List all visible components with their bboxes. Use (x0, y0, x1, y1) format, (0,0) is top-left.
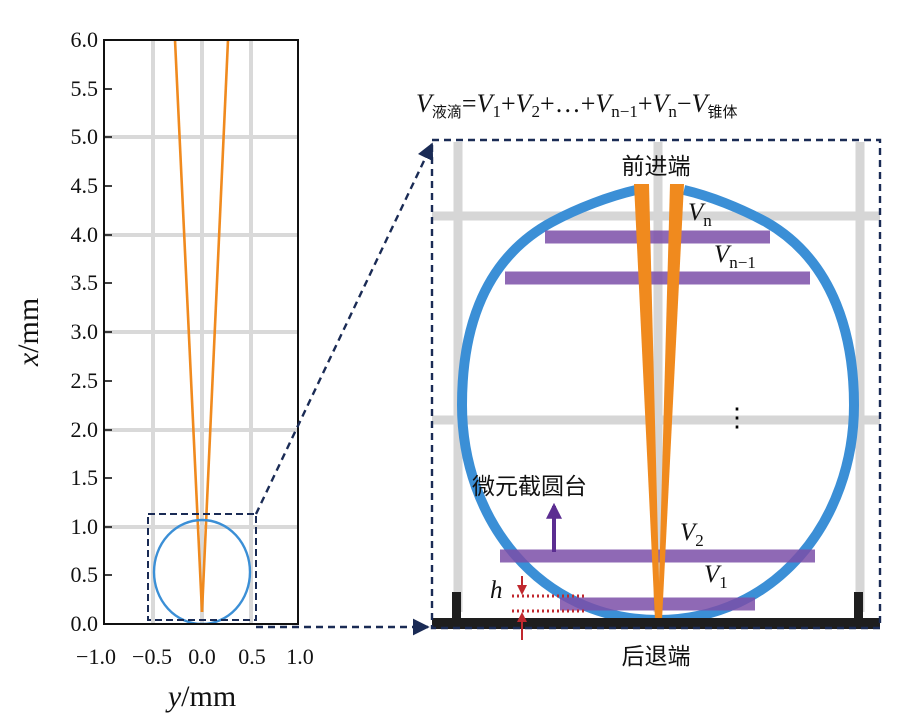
y-tick-label: 1.5 (71, 465, 99, 490)
plot-gridlines (104, 40, 298, 624)
x-tick-label: 0.0 (188, 644, 216, 669)
x-tick-label: 0.5 (238, 644, 266, 669)
zoom-region-box (147, 513, 257, 621)
y-tick-labels: 0.0 0.5 1.0 1.5 2.0 2.5 3.0 3.5 4.0 4.5 … (71, 27, 99, 636)
y-tick-label: 6.0 (71, 27, 99, 52)
detail-gridlines (432, 142, 880, 612)
slice-label: 微元截圆台 (472, 474, 587, 500)
y-tick-label: 5.0 (71, 124, 99, 149)
droplet-profile (152, 518, 252, 624)
y-tick-label: 0.0 (71, 611, 99, 636)
y-tick-label: 5.5 (71, 76, 99, 101)
h-label: h (490, 577, 503, 604)
slice-indicator: 微元截圆台 (472, 474, 587, 552)
y-tick-label: 0.5 (71, 562, 99, 587)
ellipsis-dots: ⋮ (724, 403, 750, 432)
needle-left (634, 184, 660, 620)
needle-cone (634, 184, 684, 620)
base-plate (432, 592, 880, 629)
volume-formula: V液滴=V1+V2+…+Vn−1+Vn−V锥体 (416, 89, 737, 121)
y-axis-ticks (104, 39, 112, 625)
base-post-left (452, 592, 461, 620)
x-tick-labels: −1.0 −0.5 0.0 0.5 1.0 (76, 644, 314, 669)
y-tick-label: 4.5 (71, 173, 99, 198)
detail-panel: h 微元截圆台 Vn Vn−1 V2 V1 ⋮ 前进端 后退端 (430, 138, 882, 670)
y-tick-label: 3.0 (71, 319, 99, 344)
label-vn-1: Vn−1 (714, 241, 756, 272)
y-axis-title: x/mm (12, 298, 45, 367)
needle-right-edge (200, 40, 230, 613)
needle-left-edge (173, 40, 204, 613)
y-tick-label: 2.0 (71, 417, 99, 442)
advancing-end-label: 前进端 (622, 154, 691, 180)
y-tick-label: 2.5 (71, 368, 99, 393)
left-plot: 0.0 0.5 1.0 1.5 2.0 2.5 3.0 3.5 4.0 4.5 … (12, 27, 314, 713)
y-tick-label: 3.5 (71, 270, 99, 295)
receding-end-label: 后退端 (622, 644, 691, 670)
base-bar (432, 618, 880, 629)
base-post-right (854, 592, 863, 620)
label-v2: V2 (680, 519, 704, 550)
label-vn: Vn (688, 199, 712, 230)
connector-top-arrow (254, 142, 434, 515)
x-axis-title: y/mm (165, 680, 236, 713)
label-v1: V1 (704, 561, 728, 592)
needle-right (658, 184, 684, 620)
zoom-connectors (254, 142, 434, 636)
h-marker: h (490, 576, 584, 640)
x-tick-label: −1.0 (76, 644, 116, 669)
x-tick-label: 1.0 (286, 644, 314, 669)
y-tick-label: 1.0 (71, 514, 99, 539)
y-tick-label: 4.0 (71, 222, 99, 247)
x-tick-label: −0.5 (132, 644, 172, 669)
